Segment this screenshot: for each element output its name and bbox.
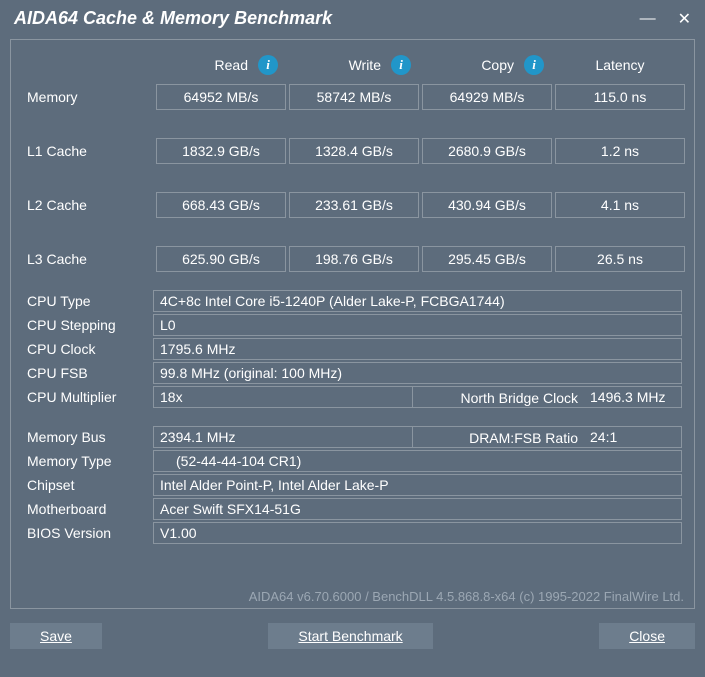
l2-copy: 430.94 GB/s — [422, 192, 552, 218]
cpu-clock-label: CPU Clock — [23, 338, 153, 360]
close-icon[interactable]: ✕ — [678, 9, 691, 29]
memory-latency: 115.0 ns — [555, 84, 685, 110]
nb-clock-value: 1496.3 MHz — [584, 386, 682, 408]
close-button[interactable]: Close — [599, 623, 695, 649]
dram-ratio-label: DRAM:FSB Ratio — [413, 426, 584, 448]
cpu-fsb-value: 99.8 MHz (original: 100 MHz) — [153, 362, 682, 384]
row-label-memory: Memory — [23, 89, 153, 105]
header-latency: Latency — [555, 52, 685, 78]
mem-bus-label: Memory Bus — [23, 426, 153, 448]
memory-section: Memory Bus 2394.1 MHz DRAM:FSB Ratio 24:… — [23, 426, 682, 544]
l1-write: 1328.4 GB/s — [289, 138, 419, 164]
l2-read: 668.43 GB/s — [156, 192, 286, 218]
l3-read: 625.90 GB/s — [156, 246, 286, 272]
info-icon[interactable]: i — [258, 55, 278, 75]
window-title: AIDA64 Cache & Memory Benchmark — [14, 8, 332, 29]
l2-write: 233.61 GB/s — [289, 192, 419, 218]
chipset-value: Intel Alder Point-P, Intel Alder Lake-P — [153, 474, 682, 496]
cpu-type-value: 4C+8c Intel Core i5-1240P (Alder Lake-P,… — [153, 290, 682, 312]
cpu-type-label: CPU Type — [23, 290, 153, 312]
motherboard-label: Motherboard — [23, 498, 153, 520]
main-panel: Readi Writei Copyi Latency Memory 64952 … — [10, 39, 695, 609]
info-icon[interactable]: i — [524, 55, 544, 75]
mem-type-value: (52-44-44-104 CR1) — [153, 450, 682, 472]
l3-write: 198.76 GB/s — [289, 246, 419, 272]
header-write: Writei — [289, 52, 419, 78]
cpu-section: CPU Type 4C+8c Intel Core i5-1240P (Alde… — [23, 290, 682, 408]
cpu-stepping-label: CPU Stepping — [23, 314, 153, 336]
bios-label: BIOS Version — [23, 522, 153, 544]
l1-copy: 2680.9 GB/s — [422, 138, 552, 164]
l1-read: 1832.9 GB/s — [156, 138, 286, 164]
l1-latency: 1.2 ns — [555, 138, 685, 164]
cpu-mult-label: CPU Multiplier — [23, 386, 153, 408]
cpu-fsb-label: CPU FSB — [23, 362, 153, 384]
chipset-label: Chipset — [23, 474, 153, 496]
start-benchmark-button[interactable]: Start Benchmark — [268, 623, 432, 649]
titlebar: AIDA64 Cache & Memory Benchmark — ✕ — [0, 0, 705, 33]
memory-read: 64952 MB/s — [156, 84, 286, 110]
cpu-stepping-value: L0 — [153, 314, 682, 336]
save-button[interactable]: Save — [10, 623, 102, 649]
cpu-mult-value: 18x — [153, 386, 413, 408]
cpu-clock-value: 1795.6 MHz — [153, 338, 682, 360]
row-label-l1: L1 Cache — [23, 143, 153, 159]
window-controls: — ✕ — [640, 9, 691, 29]
l3-copy: 295.45 GB/s — [422, 246, 552, 272]
dram-ratio-value: 24:1 — [584, 426, 682, 448]
benchmark-grid: Readi Writei Copyi Latency Memory 64952 … — [23, 52, 682, 272]
info-icon[interactable]: i — [391, 55, 411, 75]
minimize-icon[interactable]: — — [640, 10, 656, 28]
mem-type-label: Memory Type — [23, 450, 153, 472]
mem-bus-value: 2394.1 MHz — [153, 426, 413, 448]
row-label-l2: L2 Cache — [23, 197, 153, 213]
l3-latency: 26.5 ns — [555, 246, 685, 272]
button-bar: Save Start Benchmark Close — [0, 609, 705, 649]
motherboard-value: Acer Swift SFX14-51G — [153, 498, 682, 520]
header-read: Readi — [156, 52, 286, 78]
bios-value: V1.00 — [153, 522, 682, 544]
memory-copy: 64929 MB/s — [422, 84, 552, 110]
l2-latency: 4.1 ns — [555, 192, 685, 218]
header-copy: Copyi — [422, 52, 552, 78]
footer-text: AIDA64 v6.70.6000 / BenchDLL 4.5.868.8-x… — [249, 589, 684, 604]
nb-clock-label: North Bridge Clock — [413, 386, 584, 408]
row-label-l3: L3 Cache — [23, 251, 153, 267]
memory-write: 58742 MB/s — [289, 84, 419, 110]
